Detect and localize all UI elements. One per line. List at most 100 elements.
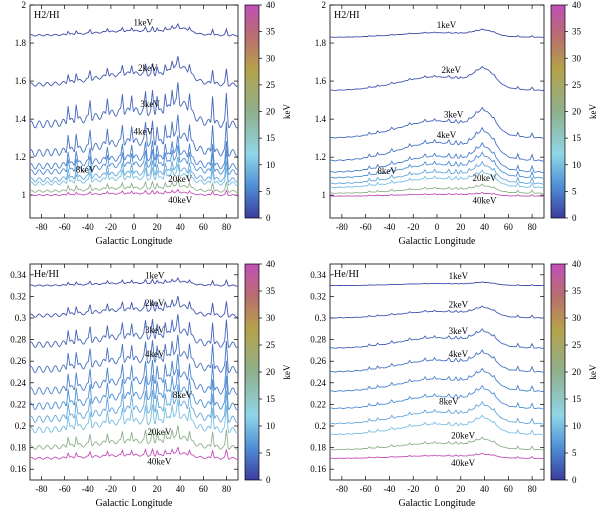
series-line-8keV [329, 400, 545, 425]
y-tick-label: 0.2 [15, 421, 26, 431]
chart-panel: -80 -60 -40 -20 0 20 40 60 80 1 1.2 1.4 1.6 1.8 2 Galac… [315, 0, 598, 247]
colorbar-tick-label: 5 [266, 448, 271, 458]
colorbar-tick-label: 40 [266, 259, 276, 269]
x-tick-label: -80 [36, 484, 48, 494]
series-line-4keV [29, 114, 239, 158]
series-line-40keV [330, 192, 544, 197]
curve-annotation: 4keV [437, 130, 457, 140]
series-line-40keV [29, 188, 239, 197]
colorbar-tick-label: 25 [572, 80, 582, 90]
colorbar-tick-label: 15 [572, 394, 582, 404]
colorbar-tick-label: 25 [266, 80, 276, 90]
colorbar-tick-label: 0 [266, 213, 271, 223]
x-axis-label: Galactic Longitude [399, 498, 476, 509]
x-tick-label: 40 [480, 222, 490, 232]
chart-panel: -80 -60 -40 -20 0 20 40 60 80 0.16 0.18 0.2 0.22 0.24… [10, 259, 292, 509]
curve-annotation: 2keV [145, 298, 165, 308]
colorbar-tick-label: 0 [572, 213, 577, 223]
y-tick-label: 0.3 [315, 313, 327, 323]
x-tick-label: 60 [504, 222, 514, 232]
curve-annotation: 2keV [138, 63, 158, 73]
x-tick-label: -80 [336, 222, 348, 232]
y-tick-label: 1.6 [15, 76, 27, 86]
y-tick-label: 1 [22, 190, 27, 200]
series-line-40keV [29, 446, 239, 460]
colorbar [550, 4, 566, 219]
colorbar-tick-label: 30 [572, 313, 582, 323]
colorbar-tick-label: 15 [572, 133, 582, 143]
curve-annotation: 40keV [451, 458, 475, 468]
x-tick-label: 80 [222, 222, 232, 232]
curve-annotation: 40keV [473, 195, 497, 205]
colorbar-tick-label: 5 [266, 186, 271, 196]
x-tick-label: 60 [504, 484, 514, 494]
y-tick-label: 0.32 [310, 291, 326, 301]
series-line-4keV [329, 349, 545, 373]
series-line-40keV [329, 452, 545, 459]
series-line-3keV [329, 106, 545, 139]
series-line-2keV [329, 305, 544, 319]
series-line-3keV [29, 82, 239, 129]
colorbar-tick-label: 10 [266, 160, 276, 170]
curve-annotation: 3keV [444, 109, 464, 119]
colorbar-tick-label: 0 [266, 475, 271, 485]
series-line-1keV [29, 276, 239, 287]
curve-annotation: 4keV [449, 349, 469, 359]
y-tick-label: 0.34 [310, 270, 326, 280]
series-line-1keV [330, 28, 544, 38]
curve-annotation: 4keV [145, 349, 165, 359]
colorbar-tick-label: 20 [266, 367, 276, 377]
colorbar-tick-label: 35 [266, 27, 276, 37]
x-tick-label: -60 [360, 222, 372, 232]
series-line-5keV [29, 353, 239, 396]
colorbar-label: keV [282, 364, 292, 379]
y-tick-label: 2 [22, 0, 27, 10]
y-tick-label: 0.28 [10, 335, 26, 345]
y-tick-label: 1.8 [315, 38, 327, 48]
panel-label: He/HI [334, 269, 359, 280]
curve-annotation: 40keV [147, 457, 171, 467]
y-tick-label: 0.18 [310, 443, 326, 453]
series-line-20keV [29, 425, 239, 450]
y-tick-label: 0.16 [310, 464, 326, 474]
series-line-3keV [29, 314, 239, 349]
curve-annotation: 8keV [377, 166, 397, 176]
series-line-20keV [29, 178, 239, 193]
series-line-5keV [329, 141, 545, 173]
y-tick-label: 1.2 [315, 152, 326, 162]
colorbar-tick-label: 30 [266, 53, 276, 63]
colorbar-tick-label: 15 [266, 133, 276, 143]
y-tick-label: 0.32 [10, 291, 26, 301]
colorbar-tick-label: 30 [266, 313, 276, 323]
series-line-6keV [329, 151, 545, 179]
series-line-10keV [329, 414, 545, 436]
chart-panel: -80 -60 -40 -20 0 20 40 60 80 1 1.2 1.4 1.6 1.8 2 Galac… [15, 0, 292, 247]
y-tick-label: 0.24 [10, 378, 26, 388]
series-line-2keV [29, 295, 239, 318]
y-tick-label: 1 [322, 190, 327, 200]
y-tick-label: 0.24 [310, 378, 326, 388]
colorbar-tick-label: 35 [266, 286, 276, 296]
colorbar-tick-label: 5 [572, 448, 577, 458]
y-tick-label: 0.28 [310, 335, 326, 345]
curve-annotation: 8keV [173, 390, 193, 400]
colorbar-tick-label: 20 [266, 107, 276, 117]
series-line-10keV [29, 399, 239, 434]
colorbar-tick-label: 0 [572, 475, 577, 485]
panel-label: H2/HI [34, 10, 60, 21]
series-line-1keV [29, 23, 239, 37]
x-tick-label: 80 [528, 484, 538, 494]
colorbar [244, 263, 260, 481]
series-line-6keV [329, 384, 545, 410]
y-tick-label: 0.18 [10, 443, 26, 453]
curve-annotation: 1keV [437, 20, 457, 30]
curve-annotation: 4keV [133, 127, 153, 137]
series-line-4keV [329, 126, 545, 162]
series-line-2keV [329, 65, 544, 91]
x-tick-label: 20 [153, 484, 163, 494]
x-tick-label: 0 [435, 222, 440, 232]
x-tick-label: 80 [222, 484, 232, 494]
colorbar [550, 263, 566, 481]
y-tick-label: 1.2 [15, 152, 26, 162]
